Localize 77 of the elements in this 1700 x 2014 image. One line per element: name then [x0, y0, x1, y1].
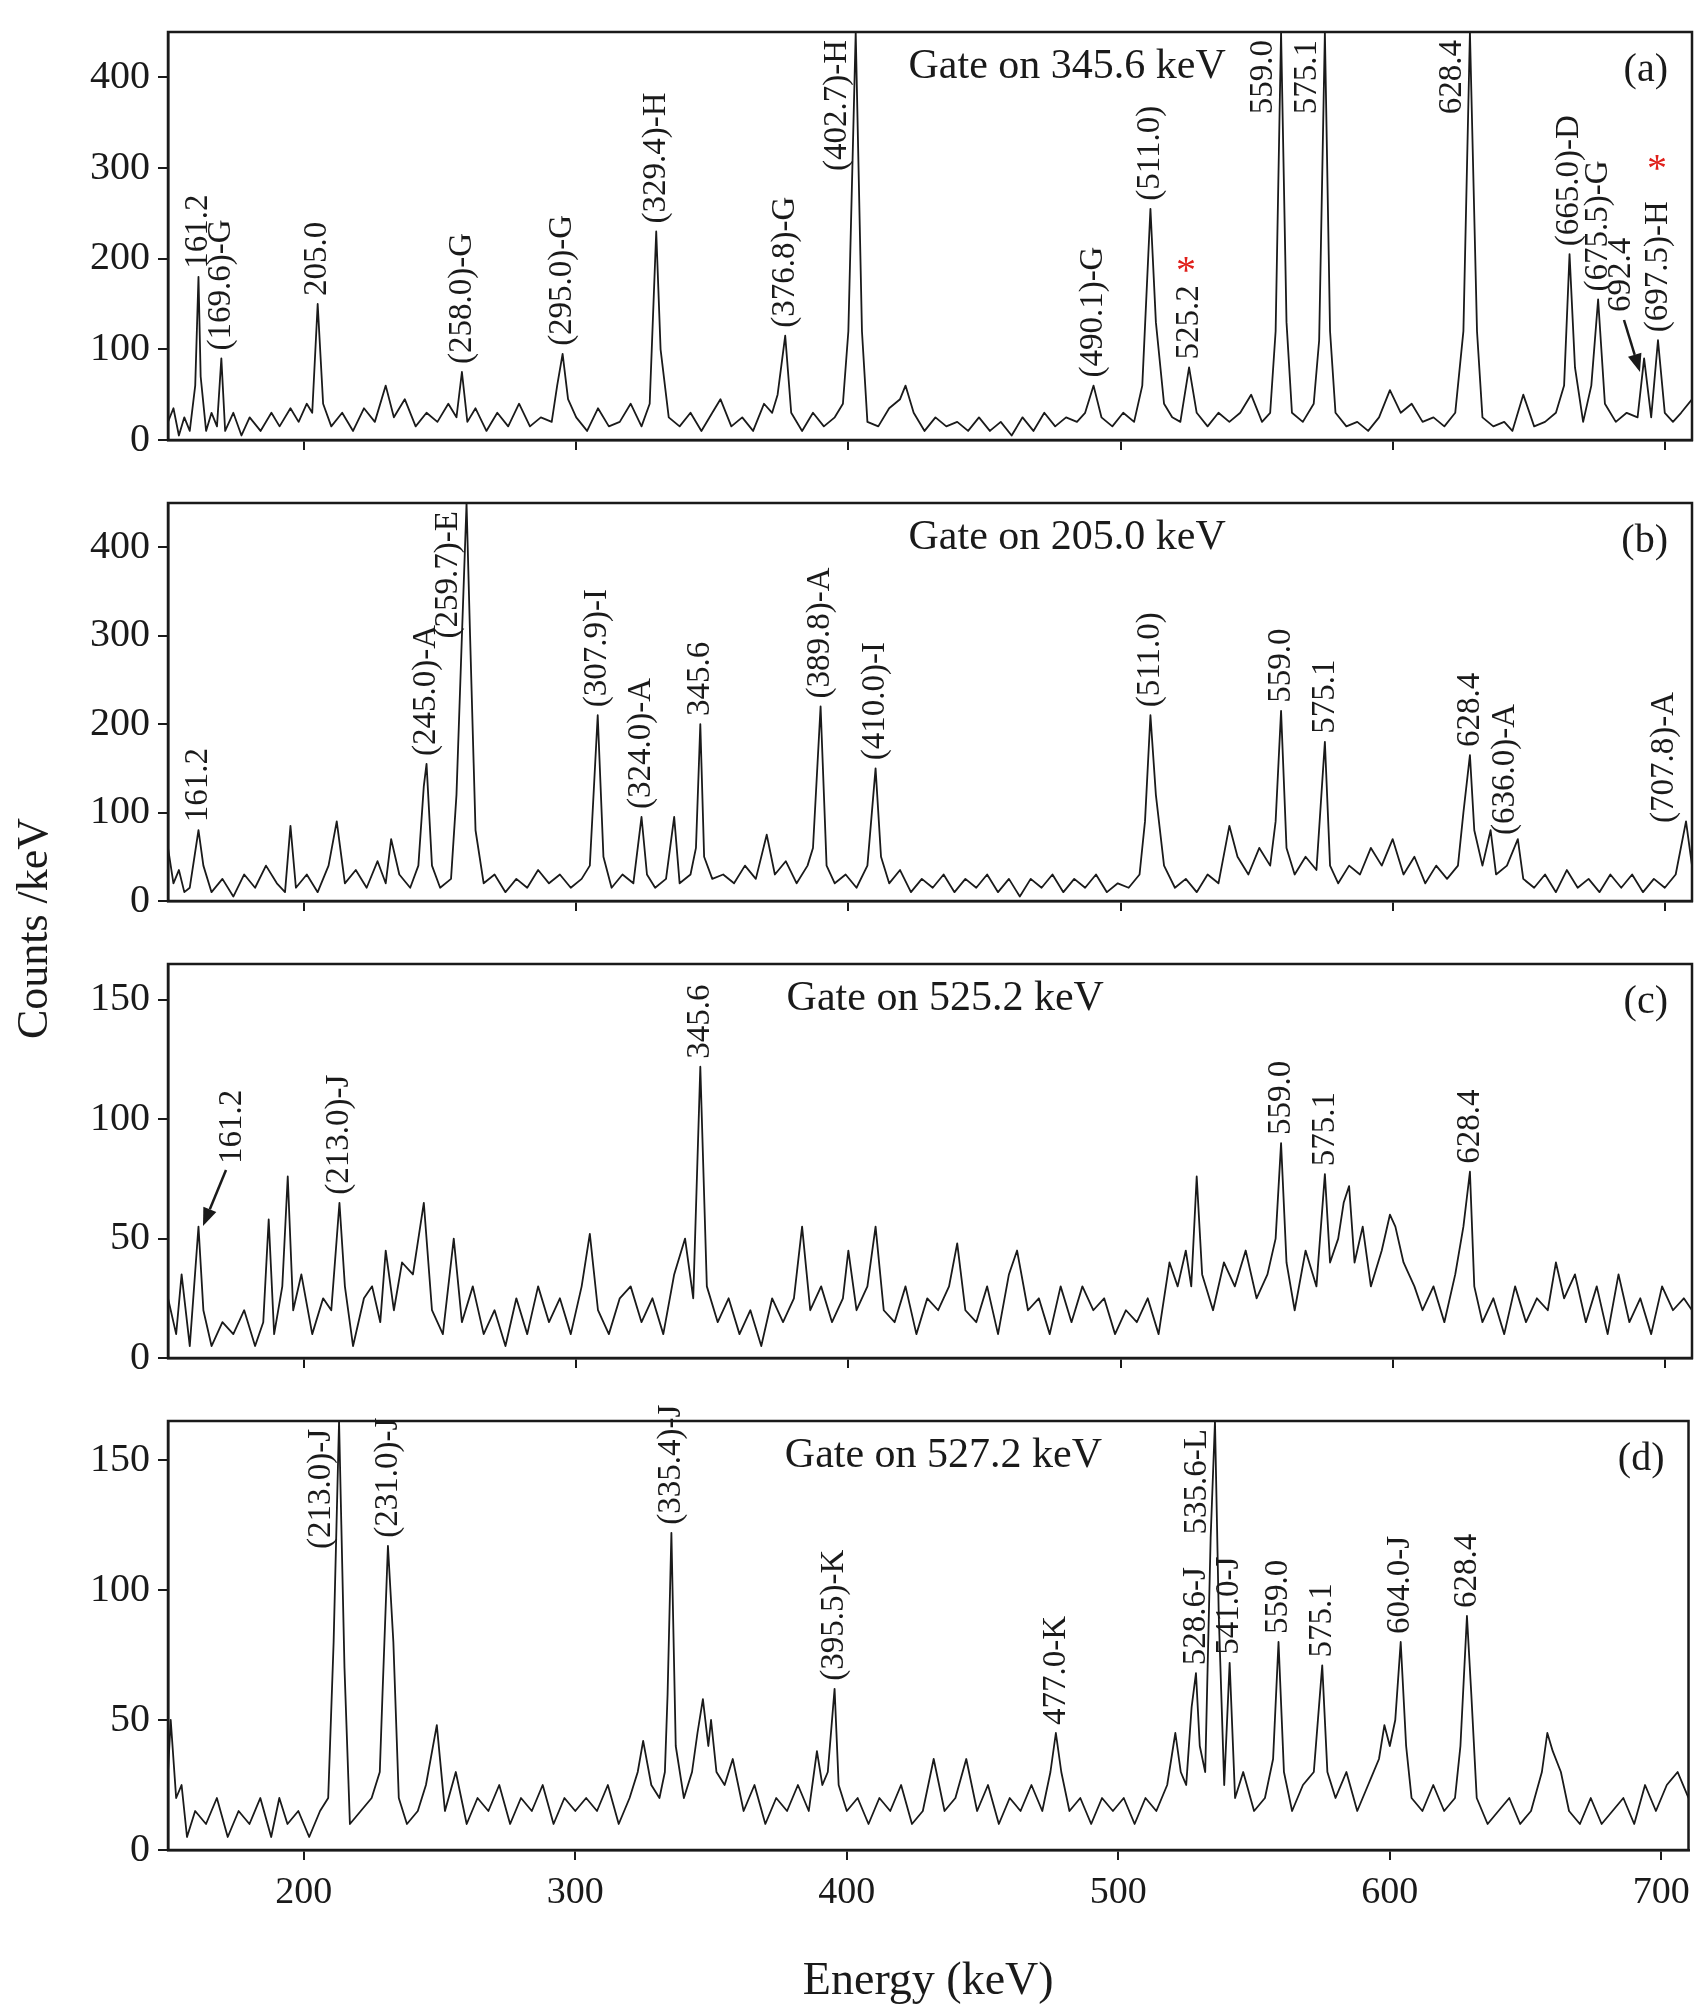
annotation: (295.0)-G [542, 214, 580, 346]
annotation: 559.0 [1260, 1060, 1297, 1136]
annotation: (329.4)-H [635, 92, 673, 224]
y-tick-label: 0 [130, 1824, 150, 1870]
x-tick-label: 500 [1089, 1868, 1147, 1911]
y-tick-label: 200 [90, 698, 150, 744]
annotation: (d) [1617, 1433, 1665, 1479]
y-tick-label: 0 [130, 414, 150, 460]
annotation: 345.6 [679, 984, 716, 1059]
annotation: 575.1 [1304, 659, 1341, 734]
annotation: * [1647, 145, 1667, 190]
annotation: (697.5)-H [1637, 201, 1675, 333]
annotation: 161.2 [178, 747, 215, 823]
annotation: 628.4 [1449, 672, 1486, 748]
annotation: (707.8)-A [1643, 691, 1681, 823]
y-tick-label: 150 [90, 974, 150, 1020]
annotation: (636.0)-A [1484, 703, 1522, 835]
y-tick-label: 300 [90, 610, 150, 656]
annotation: (c) [1623, 976, 1668, 1022]
annotation: 541.0-J [1209, 1556, 1246, 1655]
y-tick-label: 200 [90, 233, 150, 279]
y-tick-label: 0 [130, 1332, 150, 1378]
annotation: (376.8)-G [764, 196, 802, 328]
chart-title: Gate on 205.0 keV [908, 512, 1226, 559]
x-tick-label: 300 [546, 1868, 604, 1911]
annotation: 535.6-L [1176, 1429, 1213, 1535]
annotation: (389.8)-A [800, 567, 838, 699]
annotation: (335.4)-J [651, 1404, 689, 1525]
y-tick-label: 100 [90, 323, 150, 369]
annotation: 345.6 [679, 641, 716, 717]
chart-title: Gate on 527.2 keV [784, 1430, 1103, 1477]
y-tick-label: 100 [90, 787, 150, 833]
annotation: (b) [1621, 515, 1668, 561]
y-axis-title: Counts /keV [6, 817, 58, 1039]
x-tick-label: 200 [275, 1868, 333, 1911]
x-tick-label: 600 [1361, 1868, 1419, 1911]
annotation: 628.4 [1449, 1089, 1486, 1164]
x-tick-label: 700 [1632, 1868, 1690, 1911]
annotation: 559.0 [1258, 1559, 1295, 1634]
y-tick-label: 400 [90, 51, 150, 97]
x-tick-label: 400 [818, 1868, 876, 1911]
annotation: 575.1 [1304, 1091, 1341, 1167]
annotation: (213.0)-J [319, 1074, 357, 1195]
annotation: (511.0) [1130, 612, 1168, 708]
annotation: (324.0)-A [621, 677, 659, 809]
annotation: (410.0)-I [855, 642, 893, 761]
annotation: (307.9)-I [577, 589, 615, 708]
y-tick-label: 300 [90, 142, 150, 188]
annotation: 477.0-K [1035, 1615, 1072, 1725]
annotation: (402.7)-H [817, 40, 855, 172]
annotation: 604.0-J [1380, 1535, 1417, 1634]
annotation: (a) [1623, 44, 1668, 90]
annotation: (490.1)-G [1073, 246, 1111, 378]
y-tick-label: 100 [90, 1093, 150, 1139]
annotation: (213.0)-J [300, 1428, 338, 1550]
y-tick-label: 0 [130, 875, 150, 921]
x-axis-title: Energy (keV) [802, 1953, 1054, 2005]
annotation: 559.0 [1242, 40, 1279, 115]
annotation: 575.1 [1286, 40, 1323, 115]
annotation: 528.6-J [1175, 1566, 1212, 1666]
annotation: (258.0)-G [441, 232, 479, 364]
annotation: (231.0)-J [367, 1417, 405, 1538]
annotation: 575.1 [1301, 1583, 1338, 1658]
annotation: 161.2 [211, 1089, 248, 1164]
chart-title: Gate on 525.2 keV [786, 973, 1104, 1020]
y-tick-label: 50 [110, 1213, 150, 1259]
y-tick-label: 400 [90, 521, 150, 567]
annotation: 205.0 [297, 221, 334, 296]
annotation: (511.0) [1130, 105, 1168, 201]
annotation: 628.4 [1446, 1533, 1483, 1608]
y-tick-label: 150 [90, 1434, 150, 1480]
annotation: (395.5)-K [814, 1549, 852, 1681]
annotation: 628.4 [1431, 40, 1468, 115]
chart-title: Gate on 345.6 keV [908, 41, 1226, 88]
y-tick-label: 50 [110, 1694, 150, 1740]
y-tick-label: 100 [90, 1564, 150, 1610]
annotation: 559.0 [1260, 628, 1297, 703]
